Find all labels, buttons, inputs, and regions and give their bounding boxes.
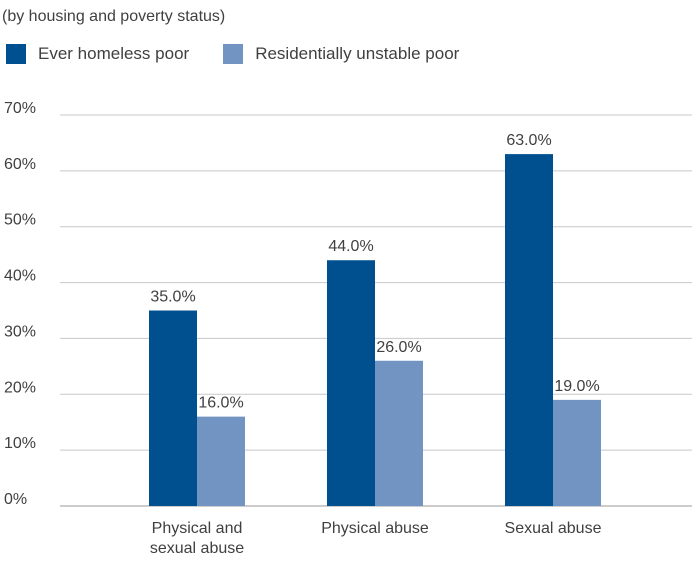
legend-swatch-residentially-unstable bbox=[223, 44, 244, 64]
x-category-label: Sexual abuse bbox=[505, 520, 602, 537]
data-label: 26.0% bbox=[376, 339, 421, 356]
bar bbox=[197, 416, 245, 506]
data-label: 44.0% bbox=[328, 238, 373, 255]
data-label: 63.0% bbox=[506, 132, 551, 149]
x-category-label: Physical abuse bbox=[321, 520, 429, 537]
bar bbox=[375, 360, 423, 506]
data-label: 16.0% bbox=[198, 395, 243, 412]
legend-item-ever-homeless: Ever homeless poor bbox=[6, 44, 189, 64]
chart-legend: Ever homeless poor Residentially unstabl… bbox=[6, 42, 493, 66]
y-tick-label: 0% bbox=[4, 491, 27, 508]
legend-swatch-ever-homeless bbox=[6, 44, 26, 64]
bar bbox=[149, 310, 197, 506]
bar bbox=[327, 260, 375, 506]
y-tick-label: 10% bbox=[4, 435, 36, 452]
y-tick-label: 40% bbox=[4, 268, 36, 285]
x-category-label: sexual abuse bbox=[150, 540, 244, 557]
y-tick-label: 70% bbox=[4, 100, 36, 117]
y-tick-label: 20% bbox=[4, 379, 36, 396]
data-label: 19.0% bbox=[554, 378, 599, 395]
legend-item-residentially-unstable: Residentially unstable poor bbox=[223, 44, 459, 64]
x-category-label: Physical and bbox=[152, 520, 243, 537]
bar bbox=[553, 399, 601, 506]
legend-label-residentially-unstable: Residentially unstable poor bbox=[255, 44, 460, 63]
y-tick-label: 50% bbox=[4, 212, 36, 229]
y-tick-label: 60% bbox=[4, 156, 36, 173]
data-label: 35.0% bbox=[150, 289, 195, 306]
legend-label-ever-homeless: Ever homeless poor bbox=[38, 44, 190, 63]
chart-subtitle: (by housing and poverty status) bbox=[2, 8, 226, 25]
bar bbox=[505, 154, 553, 506]
y-tick-label: 30% bbox=[4, 323, 36, 340]
